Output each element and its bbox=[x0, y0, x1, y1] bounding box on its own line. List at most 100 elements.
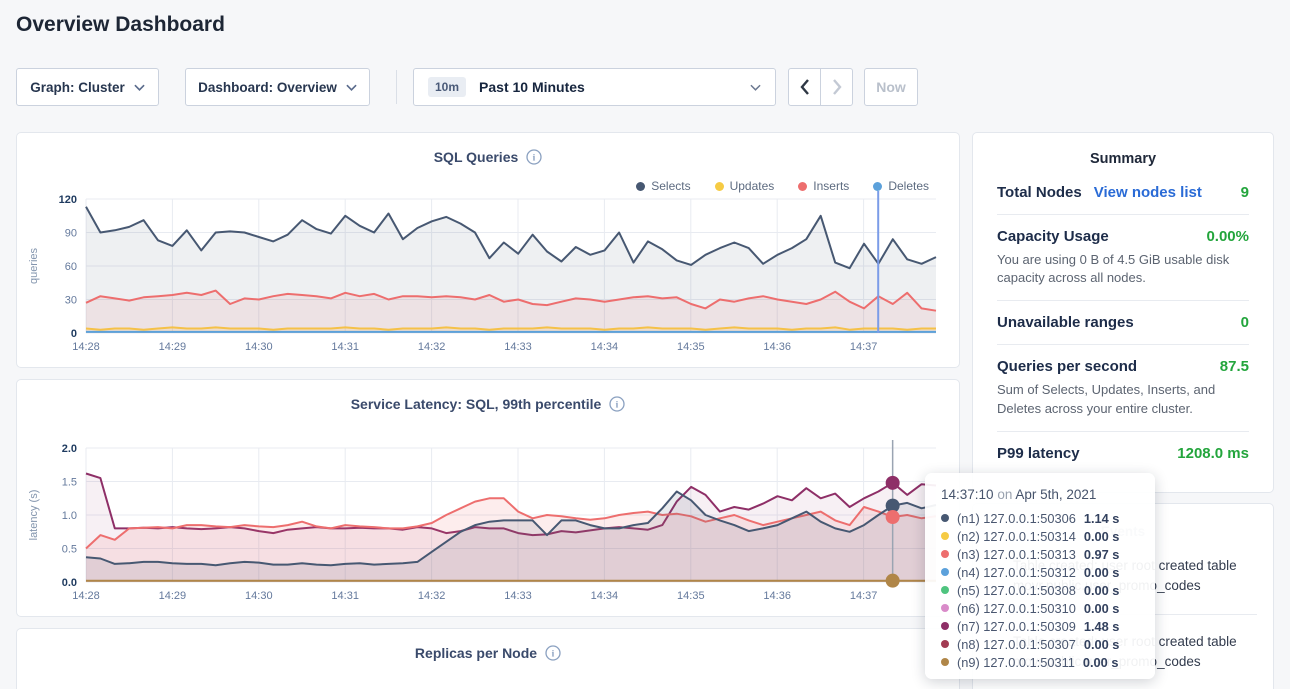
controls-divider bbox=[396, 70, 397, 104]
now-button[interactable]: Now bbox=[864, 68, 918, 106]
info-icon[interactable]: i bbox=[526, 149, 542, 165]
sql-queries-chart[interactable]: 14:2814:2914:3014:3114:3214:3314:3414:35… bbox=[17, 183, 961, 363]
svg-text:14:28: 14:28 bbox=[72, 341, 100, 353]
node-address: (n4) 127.0.0.1:50312 bbox=[957, 565, 1076, 580]
svg-text:14:37: 14:37 bbox=[850, 341, 878, 353]
sql-queries-title: SQL Queries i bbox=[17, 149, 959, 165]
time-range-badge: 10m bbox=[428, 77, 466, 97]
sql-queries-panel: SQL Queries i SelectsUpdatesInsertsDelet… bbox=[16, 132, 960, 368]
tooltip-node-row: (n4) 127.0.0.1:50312 0.00 s bbox=[941, 563, 1141, 581]
svg-text:2.0: 2.0 bbox=[62, 443, 77, 455]
summary-value: 0 bbox=[1241, 314, 1249, 331]
svg-text:14:34: 14:34 bbox=[591, 590, 619, 602]
node-address: (n3) 127.0.0.1:50313 bbox=[957, 547, 1076, 562]
series-color-dot bbox=[941, 658, 949, 666]
svg-text:120: 120 bbox=[59, 194, 77, 206]
node-address: (n9) 127.0.0.1:50311 bbox=[957, 655, 1075, 670]
svg-text:14:36: 14:36 bbox=[763, 590, 791, 602]
summary-value: 0.00% bbox=[1206, 228, 1249, 245]
replicas-per-node-title: Replicas per Node i bbox=[17, 645, 959, 661]
summary-label: Unavailable ranges bbox=[997, 314, 1134, 331]
node-address: (n2) 127.0.0.1:50314 bbox=[957, 529, 1076, 544]
node-address: (n7) 127.0.0.1:50309 bbox=[957, 619, 1076, 634]
summary-description: Sum of Selects, Updates, Inserts, and De… bbox=[997, 381, 1249, 417]
service-latency-chart[interactable]: 14:2814:2914:3014:3114:3214:3314:3414:35… bbox=[17, 432, 961, 612]
node-latency-value: 0.00 s bbox=[1084, 637, 1120, 652]
tooltip-node-row: (n2) 127.0.0.1:50314 0.00 s bbox=[941, 527, 1141, 545]
graph-dropdown[interactable]: Graph: Cluster bbox=[16, 68, 159, 106]
chevron-right-icon bbox=[832, 79, 842, 95]
series-color-dot bbox=[941, 640, 949, 648]
series-color-dot bbox=[941, 604, 949, 612]
tooltip-node-row: (n3) 127.0.0.1:503130.97 s bbox=[941, 545, 1141, 563]
svg-text:14:30: 14:30 bbox=[245, 341, 273, 353]
svg-text:i: i bbox=[552, 650, 555, 660]
summary-row-total-nodes: Total Nodes View nodes list 9 bbox=[997, 171, 1249, 215]
time-next-button[interactable] bbox=[820, 68, 853, 106]
time-prev-button[interactable] bbox=[788, 68, 821, 106]
node-latency-value: 0.00 s bbox=[1084, 565, 1120, 580]
chevron-down-icon bbox=[134, 84, 145, 91]
svg-text:14:31: 14:31 bbox=[331, 341, 359, 353]
svg-text:14:30: 14:30 bbox=[245, 590, 273, 602]
series-color-dot bbox=[941, 568, 949, 576]
svg-text:14:35: 14:35 bbox=[677, 341, 705, 353]
svg-text:14:34: 14:34 bbox=[591, 341, 619, 353]
replicas-per-node-panel: Replicas per Node i bbox=[16, 628, 960, 689]
time-range-picker[interactable]: 10m Past 10 Minutes bbox=[413, 68, 776, 106]
svg-text:i: i bbox=[533, 154, 536, 164]
dashboard-dropdown-label: Dashboard: Overview bbox=[198, 80, 337, 95]
node-latency-value: 0.00 s bbox=[1083, 655, 1119, 670]
series-color-dot bbox=[941, 586, 949, 594]
chevron-left-icon bbox=[800, 79, 810, 95]
tooltip-node-row: (n8) 127.0.0.1:503070.00 s bbox=[941, 635, 1141, 653]
node-latency-value: 1.48 s bbox=[1084, 619, 1120, 634]
summary-row-capacity-usage: Capacity Usage 0.00% You are using 0 B o… bbox=[997, 215, 1249, 301]
tooltip-node-rows: (n1) 127.0.0.1:503061.14 s(n2) 127.0.0.1… bbox=[941, 509, 1141, 671]
svg-text:14:32: 14:32 bbox=[418, 341, 446, 353]
series-color-dot bbox=[941, 514, 949, 522]
dashboard-dropdown[interactable]: Dashboard: Overview bbox=[185, 68, 370, 106]
summary-label: Capacity Usage bbox=[997, 228, 1109, 245]
svg-text:14:37: 14:37 bbox=[850, 590, 878, 602]
svg-text:90: 90 bbox=[65, 228, 77, 240]
summary-row-unavailable-ranges: Unavailable ranges 0 bbox=[997, 301, 1249, 345]
tooltip-on: on bbox=[997, 487, 1012, 502]
node-latency-value: 0.00 s bbox=[1084, 529, 1120, 544]
tooltip-node-row: (n9) 127.0.0.1:50311 0.00 s bbox=[941, 653, 1141, 671]
svg-text:queries: queries bbox=[28, 247, 40, 284]
svg-text:0: 0 bbox=[71, 328, 77, 340]
chart-title-text: SQL Queries bbox=[434, 149, 519, 165]
tooltip-time: 14:37:10 bbox=[941, 487, 994, 502]
node-latency-value: 1.14 s bbox=[1084, 511, 1120, 526]
svg-text:1.5: 1.5 bbox=[62, 477, 77, 489]
tooltip-node-row: (n1) 127.0.0.1:50306 1.14 s bbox=[941, 509, 1141, 527]
summary-value: 87.5 bbox=[1220, 358, 1249, 375]
node-address: (n1) 127.0.0.1:50306 bbox=[957, 511, 1076, 526]
svg-text:14:31: 14:31 bbox=[331, 590, 359, 602]
tooltip-node-row: (n7) 127.0.0.1:50309 1.48 s bbox=[941, 617, 1141, 635]
info-icon[interactable]: i bbox=[609, 396, 625, 412]
page-title: Overview Dashboard bbox=[16, 13, 225, 37]
chevron-down-icon bbox=[750, 84, 761, 91]
chart-title-text: Replicas per Node bbox=[415, 645, 537, 661]
svg-text:14:33: 14:33 bbox=[504, 341, 532, 353]
summary-value: 9 bbox=[1241, 184, 1249, 201]
summary-row-p99-latency: P99 latency 1208.0 ms bbox=[997, 432, 1249, 475]
svg-text:14:32: 14:32 bbox=[418, 590, 446, 602]
svg-text:14:33: 14:33 bbox=[504, 590, 532, 602]
svg-text:0.5: 0.5 bbox=[62, 544, 77, 556]
info-icon[interactable]: i bbox=[545, 645, 561, 661]
svg-text:14:28: 14:28 bbox=[72, 590, 100, 602]
service-latency-title: Service Latency: SQL, 99th percentile i bbox=[17, 396, 959, 412]
svg-text:14:36: 14:36 bbox=[763, 341, 791, 353]
tooltip-date: Apr 5th, 2021 bbox=[1015, 487, 1096, 502]
time-range-label: Past 10 Minutes bbox=[479, 79, 585, 95]
svg-text:60: 60 bbox=[65, 261, 77, 273]
node-latency-value: 0.00 s bbox=[1084, 601, 1120, 616]
graph-dropdown-label: Graph: Cluster bbox=[30, 80, 125, 95]
view-nodes-list-link[interactable]: View nodes list bbox=[1094, 184, 1202, 201]
svg-text:14:29: 14:29 bbox=[159, 590, 187, 602]
tooltip-node-row: (n6) 127.0.0.1:503100.00 s bbox=[941, 599, 1141, 617]
summary-row-queries-per-second: Queries per second 87.5 Sum of Selects, … bbox=[997, 345, 1249, 431]
